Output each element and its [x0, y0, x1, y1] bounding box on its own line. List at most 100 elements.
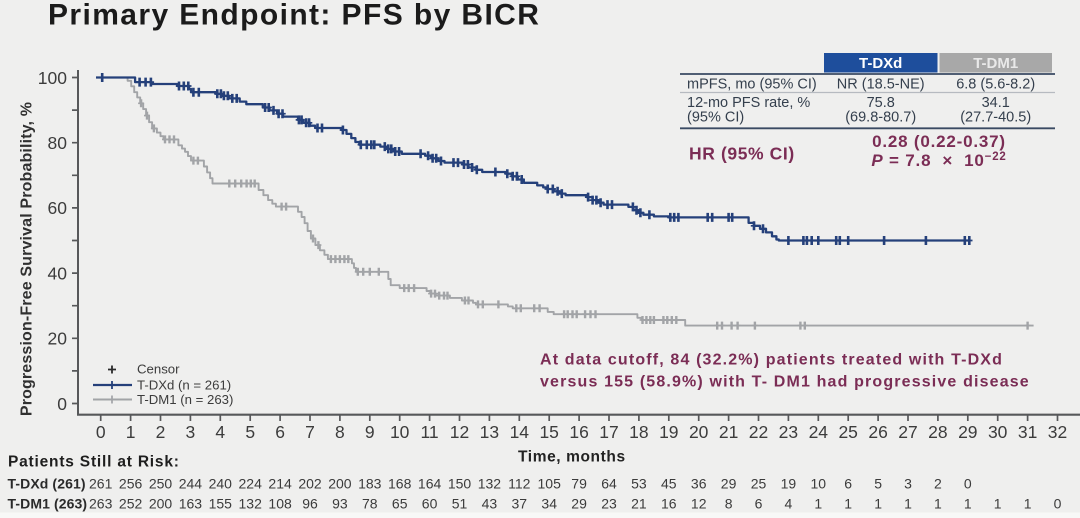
svg-text:2: 2 — [156, 422, 166, 442]
svg-text:53: 53 — [631, 476, 647, 492]
svg-text:105: 105 — [538, 476, 562, 492]
svg-text:6: 6 — [755, 496, 763, 512]
svg-text:mPFS, mo (95% CI): mPFS, mo (95% CI) — [687, 77, 817, 93]
svg-text:7: 7 — [305, 422, 315, 442]
svg-text:100: 100 — [38, 68, 67, 88]
svg-text:29: 29 — [958, 422, 977, 442]
svg-text:5: 5 — [874, 476, 882, 492]
svg-text:112: 112 — [508, 476, 531, 492]
svg-text:163: 163 — [179, 496, 203, 512]
svg-text:250: 250 — [149, 476, 173, 492]
svg-text:Progression-Free Survival Prob: Progression-Free Survival Probability, % — [19, 102, 36, 416]
svg-text:22: 22 — [749, 422, 768, 442]
svg-text:T-DXd: T-DXd — [859, 55, 902, 72]
svg-text:0: 0 — [964, 476, 972, 492]
svg-text:Patients Still at Risk:: Patients Still at Risk: — [8, 454, 180, 471]
svg-text:1: 1 — [874, 496, 882, 512]
svg-text:0.28 (0.22-0.37): 0.28 (0.22-0.37) — [872, 132, 1006, 151]
svg-text:3: 3 — [904, 476, 912, 492]
svg-text:6.8 (5.6-8.2): 6.8 (5.6-8.2) — [956, 77, 1035, 93]
svg-text:34.1: 34.1 — [982, 95, 1010, 111]
svg-text:(27.7-40.5): (27.7-40.5) — [960, 110, 1031, 126]
svg-text:43: 43 — [482, 496, 498, 512]
svg-text:12-mo PFS rate, %: 12-mo PFS rate, % — [687, 95, 810, 111]
svg-text:T-DXd (n = 261): T-DXd (n = 261) — [137, 378, 231, 393]
svg-text:78: 78 — [362, 496, 378, 512]
svg-text:6: 6 — [275, 422, 285, 442]
svg-text:150: 150 — [448, 476, 472, 492]
svg-text:168: 168 — [388, 476, 412, 492]
svg-text:96: 96 — [302, 496, 318, 512]
svg-text:0: 0 — [96, 422, 106, 442]
svg-text:51: 51 — [452, 496, 468, 512]
svg-text:32: 32 — [1048, 422, 1067, 442]
svg-text:244: 244 — [179, 476, 203, 492]
svg-text:4: 4 — [785, 496, 793, 512]
svg-text:60: 60 — [422, 496, 438, 512]
svg-text:T-DXd (261): T-DXd (261) — [8, 476, 86, 492]
svg-text:224: 224 — [239, 476, 263, 492]
svg-text:9: 9 — [365, 422, 375, 442]
svg-text:10: 10 — [811, 476, 827, 492]
svg-text:10: 10 — [390, 422, 410, 442]
svg-text:19: 19 — [659, 422, 678, 442]
svg-text:1: 1 — [934, 496, 942, 512]
svg-text:(95% CI): (95% CI) — [687, 110, 744, 126]
svg-text:Primary Endpoint: PFS by BICR: Primary Endpoint: PFS by BICR — [48, 0, 540, 32]
svg-text:1: 1 — [904, 496, 912, 512]
svg-text:3: 3 — [186, 422, 196, 442]
svg-text:20: 20 — [48, 329, 68, 349]
svg-text:164: 164 — [418, 476, 442, 492]
svg-text:60: 60 — [48, 198, 68, 218]
svg-text:1: 1 — [126, 422, 136, 442]
svg-text:64: 64 — [601, 476, 617, 492]
svg-text:27: 27 — [898, 422, 917, 442]
svg-text:2: 2 — [934, 476, 942, 492]
svg-text:24: 24 — [809, 422, 829, 442]
svg-text:12: 12 — [691, 496, 707, 512]
svg-text:0: 0 — [1054, 496, 1062, 512]
svg-text:200: 200 — [328, 476, 352, 492]
svg-text:183: 183 — [358, 476, 382, 492]
svg-text:75.8: 75.8 — [867, 95, 895, 111]
svg-text:1: 1 — [844, 496, 852, 512]
svg-text:240: 240 — [209, 476, 233, 492]
svg-text:200: 200 — [149, 496, 173, 512]
svg-text:20: 20 — [689, 422, 709, 442]
svg-text:21: 21 — [631, 496, 647, 512]
svg-text:HR (95% CI): HR (95% CI) — [689, 144, 795, 164]
svg-text:Censor: Censor — [137, 362, 180, 377]
svg-text:26: 26 — [868, 422, 887, 442]
svg-text:30: 30 — [988, 422, 1008, 442]
svg-text:14: 14 — [510, 422, 530, 442]
svg-text:23: 23 — [779, 422, 798, 442]
svg-text:37: 37 — [512, 496, 528, 512]
svg-text:T-DM1 (263): T-DM1 (263) — [8, 496, 88, 512]
svg-text:34: 34 — [541, 496, 557, 512]
svg-text:1: 1 — [964, 496, 972, 512]
svg-text:NR (18.5-NE): NR (18.5-NE) — [837, 77, 925, 93]
svg-text:36: 36 — [691, 476, 707, 492]
svg-text:79: 79 — [571, 476, 587, 492]
svg-text:At data cutoff, 84 (32.2%) pat: At data cutoff, 84 (32.2%) patients trea… — [540, 352, 1003, 369]
svg-text:1: 1 — [814, 496, 822, 512]
svg-text:8: 8 — [725, 496, 733, 512]
svg-text:29: 29 — [721, 476, 737, 492]
svg-text:21: 21 — [719, 422, 738, 442]
svg-text:4: 4 — [215, 422, 225, 442]
svg-text:6: 6 — [844, 476, 852, 492]
svg-text:252: 252 — [119, 496, 143, 512]
svg-text:19: 19 — [781, 476, 797, 492]
svg-text:108: 108 — [268, 496, 292, 512]
svg-text:132: 132 — [478, 476, 502, 492]
svg-text:versus 155 (58.9%) with T- DM1: versus 155 (58.9%) with T- DM1 had progr… — [540, 374, 1030, 391]
svg-text:8: 8 — [335, 422, 345, 442]
svg-text:18: 18 — [629, 422, 648, 442]
svg-text:132: 132 — [239, 496, 263, 512]
svg-text:Time, months: Time, months — [518, 449, 626, 466]
svg-text:45: 45 — [661, 476, 677, 492]
svg-text:0: 0 — [57, 394, 67, 414]
svg-text:P = 7.8 × 10−22: P = 7.8 × 10−22 — [871, 151, 1006, 170]
svg-text:15: 15 — [539, 422, 558, 442]
svg-text:1: 1 — [994, 496, 1002, 512]
